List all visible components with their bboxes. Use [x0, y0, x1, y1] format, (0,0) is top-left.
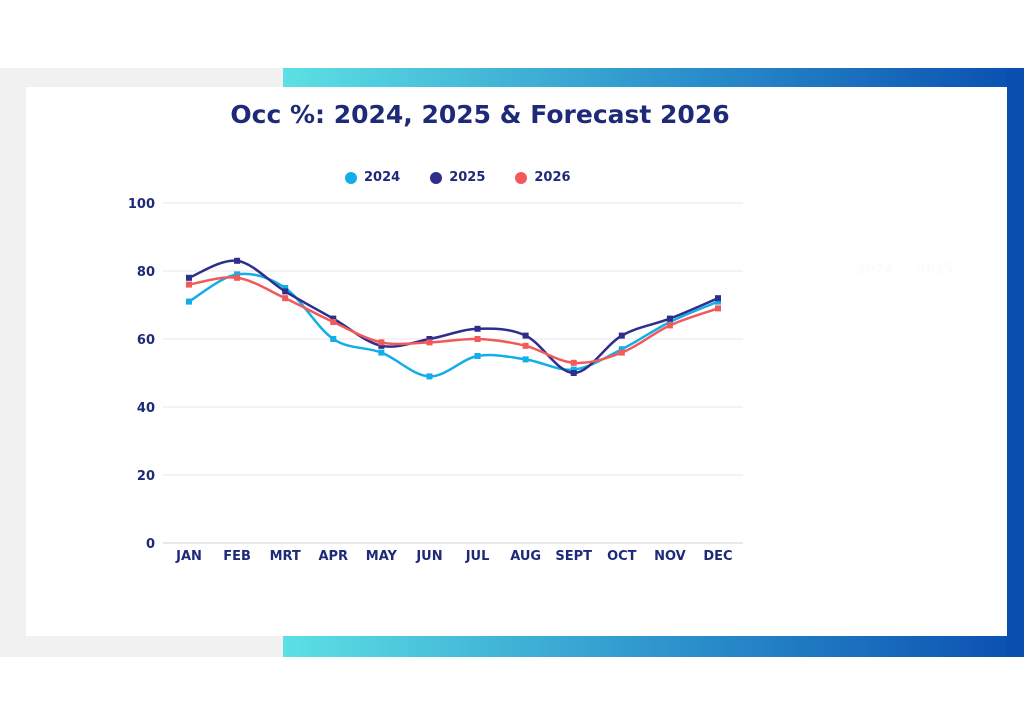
data-point-2025: [234, 257, 241, 264]
y-tick-label: 80: [137, 265, 155, 280]
chart-title: Occ %: 2024, 2025 & Forecast 2026: [230, 100, 730, 129]
data-point-2026: [186, 281, 192, 288]
data-point-2024: [330, 336, 337, 342]
data-point-2024: [234, 271, 241, 278]
data-point-2025: [474, 325, 481, 332]
data-point-2026: [570, 359, 577, 366]
data-point-2025: [426, 336, 433, 342]
data-point-2026: [666, 322, 673, 329]
data-point-2025: [282, 288, 289, 295]
data-point-2026: [426, 339, 433, 346]
data-point-2024: [474, 353, 481, 359]
right-accent-bar: [1007, 68, 1024, 657]
data-point-2025: [522, 332, 529, 339]
series-line-2024: [188, 272, 719, 378]
x-tick-label: AUG: [510, 549, 541, 564]
x-tick-label: NOV: [654, 549, 686, 564]
x-tick-label: JUL: [465, 549, 490, 564]
data-point-2024: [378, 349, 385, 356]
data-point-2025: [570, 370, 577, 376]
data-point-2025: [186, 274, 192, 281]
x-tick-label: JAN: [175, 549, 202, 564]
y-tick-label: 0: [146, 537, 155, 552]
x-tick-label: JUN: [415, 549, 442, 564]
legend-label: 2024: [364, 170, 401, 185]
data-point-2024: [186, 298, 192, 305]
x-tick-label: SEPT: [555, 549, 592, 564]
data-point-2026: [618, 349, 625, 356]
y-tick-label: 60: [137, 333, 155, 348]
data-point-2026: [474, 336, 481, 342]
bottom-gradient-bar: [283, 636, 1024, 657]
x-tick-label: MAY: [366, 549, 398, 564]
data-point-2026: [282, 295, 289, 302]
data-point-2024: [618, 346, 625, 353]
data-point-2026: [234, 274, 241, 281]
data-point-2026: [330, 319, 337, 325]
data-point-2025: [715, 295, 721, 302]
data-point-2024: [715, 298, 721, 305]
data-point-2025: [666, 315, 673, 322]
legend-item-2024[interactable]: 2024: [345, 170, 400, 185]
data-point-2026: [522, 342, 529, 349]
data-point-2024: [282, 285, 289, 291]
data-point-2026: [715, 305, 721, 312]
ghost-label: 2025: [917, 262, 954, 277]
top-gradient-bar: [283, 68, 1024, 88]
data-point-2024: [426, 373, 433, 380]
x-tick-label: OCT: [607, 549, 637, 564]
legend-label: 2026: [534, 170, 571, 185]
legend-label: 2025: [449, 170, 486, 185]
ghost-label: 2024: [857, 262, 894, 277]
x-tick-label: MRT: [270, 549, 301, 564]
data-point-2024: [522, 356, 529, 363]
data-point-2025: [618, 332, 625, 339]
legend-marker-2024: [345, 171, 357, 184]
legend-item-2026[interactable]: 2026: [515, 170, 571, 185]
data-point-2025: [378, 342, 385, 349]
x-tick-label: FEB: [223, 549, 251, 564]
series-line-2026: [188, 276, 719, 365]
x-tick-label: DEC: [703, 549, 732, 564]
legend: 2024 2025 2026: [345, 170, 571, 185]
y-tick-label: 20: [137, 469, 155, 484]
data-point-2026: [378, 339, 385, 346]
data-point-2024: [666, 319, 673, 325]
y-tick-label: 100: [128, 197, 155, 212]
series-line-2025: [188, 259, 719, 375]
legend-marker-2025: [430, 171, 443, 184]
x-tick-label: APR: [318, 549, 348, 564]
legend-marker-2026: [515, 171, 528, 184]
data-point-2025: [330, 315, 337, 322]
y-tick-label: 40: [137, 401, 155, 416]
data-point-2024: [570, 366, 577, 373]
legend-item-2025[interactable]: 2025: [430, 170, 485, 185]
